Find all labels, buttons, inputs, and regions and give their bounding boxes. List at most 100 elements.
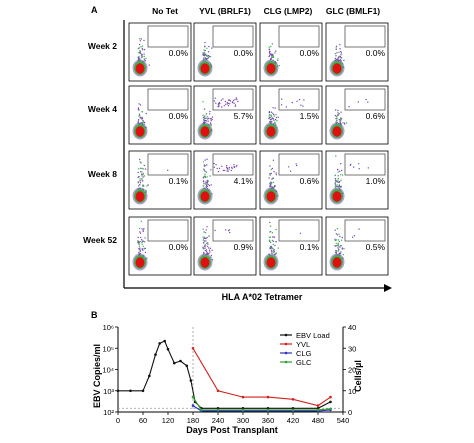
event-dot [141,167,143,170]
event-dot [273,248,275,251]
event-dot [235,97,238,99]
chart-x-axis-label: Days Post Transplant [186,425,278,435]
event-dot [137,182,139,184]
event-dot [339,246,341,248]
event-dot [205,229,207,231]
event-dot [142,185,144,187]
event-dot [334,184,336,186]
event-dot [268,116,271,119]
event-dot [335,242,337,245]
data-point [154,353,157,356]
event-dot [213,162,215,165]
event-dot [269,231,271,233]
legend-marker [284,360,288,364]
event-dot [337,249,340,251]
event-dot [271,56,274,58]
event-dot [208,252,210,255]
event-dot [204,46,206,48]
event-dot [206,236,208,239]
event-dot [145,57,147,60]
event-dot [340,169,343,172]
population-core [135,63,145,74]
event-dot [206,164,208,166]
event-dot [218,167,221,170]
event-dot [288,166,290,168]
event-dot [137,240,139,242]
event-dot [335,45,338,47]
event-dot [141,175,143,177]
ebv-chart: 0 60 120 180 240 300 360 420 480 54010²10³10⁴10⁵1… [102,323,356,425]
event-dot [214,229,216,232]
event-scatter [263,221,302,271]
event-dot [138,47,140,49]
event-dot [269,186,271,188]
event-dot [208,235,210,237]
event-dot [140,38,142,40]
flow-plot: 0.0% [128,22,192,82]
event-dot [231,166,233,168]
event-dot [335,185,338,188]
event-dot [340,251,342,253]
event-dot [338,245,340,247]
event-dot [270,45,272,48]
event-dot [300,104,302,106]
event-dot [275,114,277,116]
event-dot [139,184,141,186]
event-dot [336,184,338,186]
event-dot [144,59,146,62]
event-dot [143,53,145,55]
panel-a-label: A [91,5,98,15]
event-dot [226,101,228,104]
data-point [216,408,220,412]
event-dot [336,119,338,122]
column-headers: No Tet YVL (BRLF1) CLG (LMP2) GLC (BMLF1) [152,6,380,16]
event-dot [141,45,144,47]
population-core [135,191,145,202]
event-dot [203,55,206,57]
event-dot [148,64,150,66]
event-dot [296,100,298,103]
tetramer-gate [147,88,189,111]
event-dot [272,54,274,56]
event-dot [270,168,272,171]
x-tick-label: 60 [139,416,147,425]
row-labels: Week 2 Week 4 Week 8 Week 52 [83,41,117,245]
flow-plot: 0.1% [259,216,323,276]
event-dot [204,170,206,173]
event-scatter [329,98,369,140]
event-dot [203,164,206,166]
event-dot [271,232,274,234]
event-dot [358,168,360,170]
event-dot [340,163,342,165]
panel-a-x-arrowhead [384,284,392,292]
event-dot [203,117,206,120]
event-dot [142,245,144,247]
event-dot [204,115,206,117]
gate-percentage: 0.0% [169,111,189,121]
x-tick-label: 360 [262,416,275,425]
population-core [200,126,210,137]
event-dot [338,240,341,243]
event-dot [270,111,273,113]
event-dot [211,47,213,49]
event-scatter [329,155,369,205]
event-scatter [329,44,345,77]
event-dot [204,176,207,179]
event-dot [334,251,337,253]
event-dot [222,98,224,100]
event-dot [272,56,275,59]
gate-percentage: 0.0% [169,242,189,252]
event-dot [143,175,146,177]
x-tick-label: 540 [337,416,350,425]
tetramer-gate [278,219,320,242]
event-dot [235,165,237,168]
flow-plot-grid: 0.0% 0.0% 0.0% 0.0% 0.0% 5.7% 1.5% 0.6% 0.1% 4.1%… [128,22,389,276]
flow-plot: 0.0% [128,216,192,276]
event-dot [272,186,275,188]
event-dot [273,250,275,252]
event-dot [137,176,139,179]
event-dot [228,166,230,169]
event-dot [207,243,209,245]
event-dot [206,55,208,58]
event-dot [207,242,209,244]
